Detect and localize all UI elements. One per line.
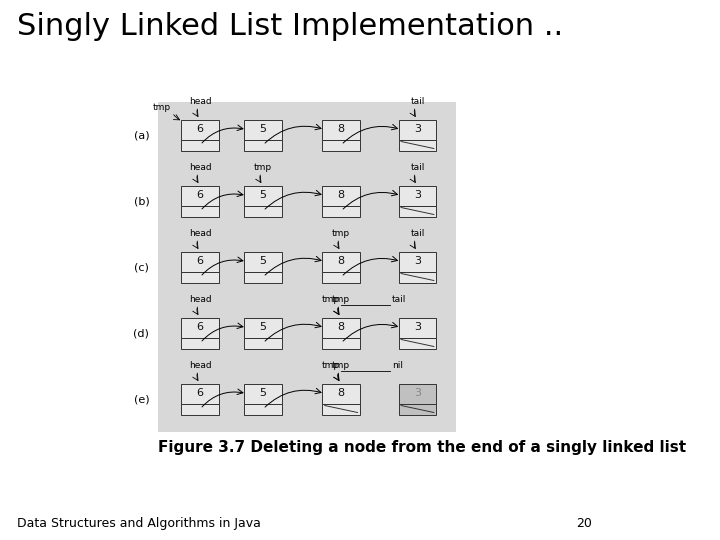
Text: head: head (189, 163, 212, 172)
FancyBboxPatch shape (244, 318, 282, 338)
Text: 8: 8 (338, 191, 345, 200)
Text: head: head (189, 228, 212, 238)
FancyBboxPatch shape (399, 139, 436, 151)
Text: 3: 3 (414, 125, 421, 134)
FancyBboxPatch shape (323, 186, 360, 206)
Text: (c): (c) (135, 262, 149, 272)
FancyBboxPatch shape (181, 252, 219, 272)
FancyBboxPatch shape (181, 139, 219, 151)
Text: tmp: tmp (332, 294, 350, 303)
Text: 8: 8 (338, 388, 345, 399)
Text: head: head (189, 294, 212, 303)
Text: 3: 3 (414, 256, 421, 267)
Text: 8: 8 (338, 125, 345, 134)
Text: 5: 5 (260, 322, 266, 333)
FancyBboxPatch shape (244, 252, 282, 272)
FancyBboxPatch shape (399, 403, 436, 415)
Text: 8: 8 (338, 256, 345, 267)
Text: 8: 8 (338, 322, 345, 333)
Text: tail: tail (410, 97, 425, 105)
Text: 20: 20 (576, 517, 592, 530)
FancyBboxPatch shape (181, 318, 219, 338)
Text: tmp: tmp (153, 103, 171, 111)
Text: 3: 3 (414, 322, 421, 333)
FancyBboxPatch shape (399, 252, 436, 272)
FancyBboxPatch shape (181, 272, 219, 282)
FancyBboxPatch shape (323, 272, 360, 282)
FancyBboxPatch shape (181, 119, 219, 139)
FancyBboxPatch shape (399, 272, 436, 282)
FancyBboxPatch shape (399, 186, 436, 206)
FancyBboxPatch shape (399, 119, 436, 139)
Text: tmp: tmp (321, 361, 339, 369)
FancyBboxPatch shape (158, 102, 456, 432)
FancyBboxPatch shape (244, 403, 282, 415)
Text: 6: 6 (197, 256, 204, 267)
Text: tmp: tmp (332, 361, 350, 369)
Text: 5: 5 (260, 388, 266, 399)
FancyBboxPatch shape (323, 403, 360, 415)
FancyBboxPatch shape (399, 338, 436, 348)
Text: tail: tail (410, 163, 425, 172)
FancyBboxPatch shape (181, 186, 219, 206)
FancyBboxPatch shape (323, 338, 360, 348)
FancyBboxPatch shape (244, 206, 282, 217)
Text: (b): (b) (134, 196, 149, 206)
Text: 5: 5 (260, 125, 266, 134)
FancyBboxPatch shape (399, 206, 436, 217)
Text: tail: tail (410, 228, 425, 238)
Text: tmp: tmp (321, 294, 339, 303)
FancyBboxPatch shape (323, 206, 360, 217)
Text: 3: 3 (414, 388, 421, 399)
Text: Singly Linked List Implementation ..: Singly Linked List Implementation .. (17, 12, 563, 41)
Text: 3: 3 (414, 191, 421, 200)
FancyBboxPatch shape (323, 139, 360, 151)
Text: (d): (d) (133, 328, 149, 338)
Text: 6: 6 (197, 191, 204, 200)
Text: head: head (189, 97, 212, 105)
Text: nil: nil (392, 361, 403, 369)
FancyBboxPatch shape (244, 139, 282, 151)
Text: Data Structures and Algorithms in Java: Data Structures and Algorithms in Java (17, 517, 261, 530)
FancyBboxPatch shape (399, 318, 436, 338)
Text: 6: 6 (197, 125, 204, 134)
Text: tmp: tmp (332, 228, 350, 238)
Text: tail: tail (392, 294, 406, 303)
FancyBboxPatch shape (181, 206, 219, 217)
FancyBboxPatch shape (323, 252, 360, 272)
FancyBboxPatch shape (323, 318, 360, 338)
FancyBboxPatch shape (244, 338, 282, 348)
FancyBboxPatch shape (323, 119, 360, 139)
Text: head: head (189, 361, 212, 369)
Text: 6: 6 (197, 322, 204, 333)
Text: Figure 3.7 Deleting a node from the end of a singly linked list: Figure 3.7 Deleting a node from the end … (158, 440, 686, 455)
FancyBboxPatch shape (181, 338, 219, 348)
Text: (a): (a) (134, 130, 149, 140)
Text: 5: 5 (260, 191, 266, 200)
FancyBboxPatch shape (244, 119, 282, 139)
Text: 6: 6 (197, 388, 204, 399)
FancyBboxPatch shape (244, 186, 282, 206)
Text: tmp: tmp (254, 163, 272, 172)
FancyBboxPatch shape (181, 383, 219, 403)
FancyBboxPatch shape (181, 403, 219, 415)
FancyBboxPatch shape (399, 383, 436, 403)
Text: (e): (e) (134, 394, 149, 404)
FancyBboxPatch shape (323, 383, 360, 403)
Text: 5: 5 (260, 256, 266, 267)
FancyBboxPatch shape (244, 272, 282, 282)
FancyBboxPatch shape (244, 383, 282, 403)
